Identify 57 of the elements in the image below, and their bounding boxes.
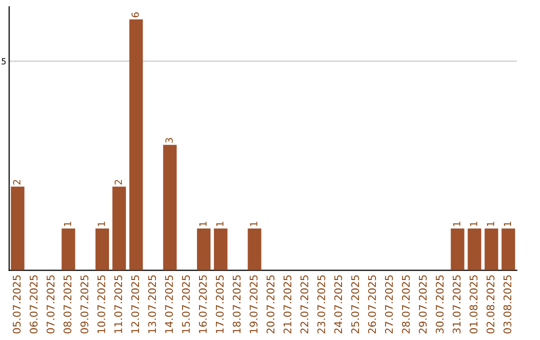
x-tick-label: 12.07.2025 — [131, 275, 140, 333]
y-tick-label: 5 — [2, 58, 6, 64]
x-tick-label: 29.07.2025 — [418, 275, 427, 334]
x-tick-label: 08.07.2025 — [64, 275, 72, 334]
x-tick-label: 23.07.2025 — [317, 275, 326, 334]
x-tick-label: 15.07.2025 — [182, 275, 190, 333]
bar — [502, 228, 516, 270]
data-label: 1 — [98, 222, 105, 226]
x-tick-label: 05.07.2025 — [12, 275, 21, 334]
data-label: 1 — [199, 222, 206, 226]
x-tick-label: 21.07.2025 — [284, 275, 292, 334]
bar — [248, 228, 262, 270]
bar — [196, 228, 211, 270]
x-tick-label: 28.07.2025 — [402, 275, 410, 334]
x-tick-label: 24.07.2025 — [334, 275, 342, 334]
bar — [450, 228, 464, 270]
x-tick-label: 27.07.2025 — [385, 275, 393, 334]
bar — [214, 228, 228, 270]
x-tick-label: 30.07.2025 — [436, 275, 444, 334]
bar — [163, 144, 177, 270]
x-tick-label: 09.07.2025 — [80, 275, 88, 334]
bar — [468, 228, 482, 270]
bar — [129, 19, 143, 270]
data-label: 1 — [64, 222, 72, 226]
data-label: 1 — [486, 222, 494, 226]
bar — [10, 186, 24, 270]
data-label: 1 — [250, 222, 258, 226]
x-tick-label: 25.07.2025 — [351, 275, 360, 334]
x-tick-label: 01.08.2025 — [470, 275, 478, 334]
data-label: 2 — [114, 180, 122, 185]
data-label: 2 — [13, 180, 20, 185]
x-tick-label: 26.07.2025 — [368, 275, 376, 334]
bar — [112, 186, 126, 270]
x-tick-label: 13.07.2025 — [148, 275, 156, 333]
data-label: 1 — [504, 222, 512, 226]
data-label: 1 — [453, 222, 460, 226]
x-tick-label: 10.07.2025 — [97, 275, 106, 333]
x-tick-label: 02.08.2025 — [486, 275, 494, 334]
bar — [62, 228, 76, 270]
x-tick-label: 22.07.2025 — [300, 275, 308, 334]
bar — [95, 228, 110, 270]
x-tick-label: 31.07.2025 — [452, 275, 461, 334]
data-label: 1 — [216, 222, 224, 226]
data-label: 6 — [132, 12, 139, 18]
bar — [484, 228, 498, 270]
x-tick-label: 11.07.2025 — [114, 275, 122, 333]
x-tick-label: 20.07.2025 — [266, 275, 274, 334]
x-tick-label: 19.07.2025 — [250, 275, 258, 333]
data-label: 3 — [165, 138, 173, 143]
x-tick-label: 17.07.2025 — [216, 275, 224, 333]
data-label: 1 — [470, 222, 478, 226]
x-tick-label: 14.07.2025 — [165, 275, 173, 333]
x-tick-label: 16.07.2025 — [198, 275, 207, 333]
x-tick-label: 07.07.2025 — [46, 275, 54, 334]
x-tick-label: 18.07.2025 — [232, 275, 241, 333]
x-tick-label: 03.08.2025 — [503, 275, 512, 334]
x-tick-label: 06.07.2025 — [30, 275, 38, 334]
